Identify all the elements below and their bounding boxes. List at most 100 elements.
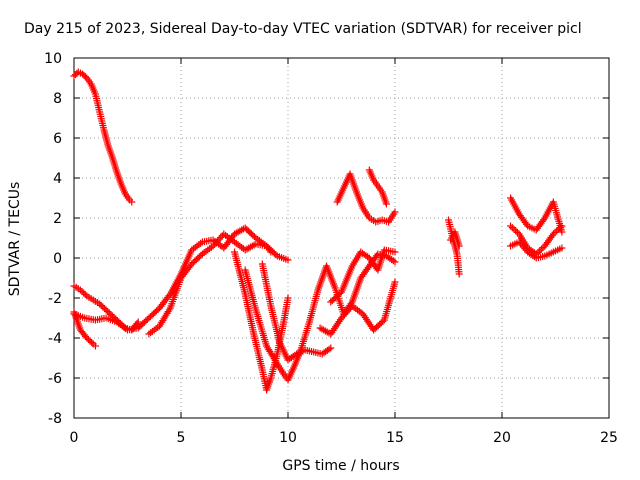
data-point	[339, 312, 347, 320]
data-point	[539, 244, 547, 252]
y-tick-label: -2	[48, 291, 62, 307]
data-point	[214, 237, 222, 245]
series-arc-early-low	[70, 308, 99, 350]
data-point	[551, 228, 559, 236]
data-point	[80, 289, 88, 297]
data-point	[510, 225, 518, 233]
data-point	[508, 224, 516, 232]
data-point	[344, 307, 352, 315]
data-point	[338, 314, 345, 322]
gridlines	[74, 58, 609, 418]
series-arc-night-3	[507, 238, 566, 262]
data-point	[554, 225, 562, 233]
data-point	[382, 200, 390, 208]
data-point	[81, 291, 89, 298]
data-point	[212, 239, 220, 247]
data-point	[78, 288, 86, 295]
data-point	[558, 244, 566, 252]
data-point	[391, 208, 399, 216]
x-tick-label: 25	[600, 430, 618, 446]
data-point	[83, 334, 91, 342]
data-point	[211, 240, 219, 248]
data-point	[100, 305, 108, 312]
data-point	[379, 317, 387, 325]
data-point	[391, 278, 399, 286]
y-tick-label: 10	[44, 51, 62, 67]
plot-frame	[73, 57, 610, 419]
data-point	[84, 336, 92, 343]
series-arc-early-high	[70, 68, 136, 206]
data-point	[209, 242, 217, 250]
data-point	[549, 230, 557, 238]
y-tick-label: -6	[48, 371, 62, 387]
data-point	[512, 227, 520, 235]
data-point	[128, 198, 136, 206]
data-point	[507, 222, 515, 230]
data-point	[391, 258, 399, 266]
series-arc-afternoon-high	[333, 170, 399, 226]
series-arc-recovery-1	[297, 250, 399, 354]
series-arc-afternoon-high-2	[365, 166, 390, 208]
chart-title: Day 215 of 2023, Sidereal Day-to-day VTE…	[24, 21, 582, 37]
data-point	[102, 306, 110, 314]
x-tick-label: 15	[386, 430, 404, 446]
series-arc-dip-2	[241, 266, 305, 384]
y-tick-label: 8	[53, 91, 62, 107]
data-point	[91, 342, 99, 350]
data-point	[341, 311, 349, 319]
data-point	[88, 339, 96, 346]
x-tick-label: 5	[177, 430, 186, 446]
y-tick-label: -4	[48, 331, 62, 347]
data-point	[553, 227, 561, 235]
y-axis-label: SDTVAR / TECUs	[7, 182, 23, 297]
y-tick-label: 4	[53, 171, 62, 187]
y-tick-label: 0	[53, 251, 62, 267]
data-point	[217, 233, 225, 241]
x-tick-label: 0	[70, 430, 79, 446]
data-point	[455, 270, 463, 278]
series-arc-evening-2	[447, 228, 463, 250]
data-point	[291, 351, 299, 359]
series-arc-evening	[445, 216, 463, 278]
tick-labels: 0 5 10 15 20 25 -8 -6 -4 -2 0 2 4 6 8 10	[44, 51, 618, 446]
series-arc-recovery-2	[316, 278, 399, 338]
series-arc-dip-1	[231, 248, 292, 394]
series-arc-morning-2	[145, 230, 292, 338]
data-point	[531, 253, 539, 261]
data-point	[86, 337, 94, 345]
data-point	[455, 242, 463, 250]
data-point	[391, 248, 399, 256]
data-point	[558, 222, 566, 230]
data-point	[536, 247, 544, 255]
data-point	[342, 309, 350, 317]
data-point	[325, 345, 333, 353]
data-point	[134, 318, 142, 326]
x-tick-label: 10	[279, 430, 297, 446]
data-point	[548, 232, 556, 240]
y-tick-label: 6	[53, 131, 62, 147]
data-point	[284, 256, 292, 264]
data-point	[345, 305, 353, 313]
data-point	[272, 251, 280, 259]
data-point	[556, 224, 564, 232]
data-point	[76, 286, 84, 294]
data-point	[327, 344, 335, 352]
y-tick-label: 2	[53, 211, 62, 227]
data-point	[389, 257, 397, 265]
data-point	[99, 303, 107, 311]
data-point	[105, 309, 113, 317]
data-point	[96, 300, 104, 308]
data-point	[97, 302, 105, 309]
data-point	[215, 235, 223, 243]
data-point	[537, 245, 545, 253]
data-point	[513, 228, 521, 236]
series-arc-recovery-3	[327, 246, 399, 306]
data-point	[284, 294, 292, 302]
x-tick-label: 20	[493, 430, 511, 446]
data-marks	[70, 68, 566, 394]
data-point	[540, 216, 548, 224]
y-tick-label: -8	[48, 411, 62, 427]
data-point	[104, 308, 112, 315]
x-axis-label: GPS time / hours	[282, 458, 399, 474]
